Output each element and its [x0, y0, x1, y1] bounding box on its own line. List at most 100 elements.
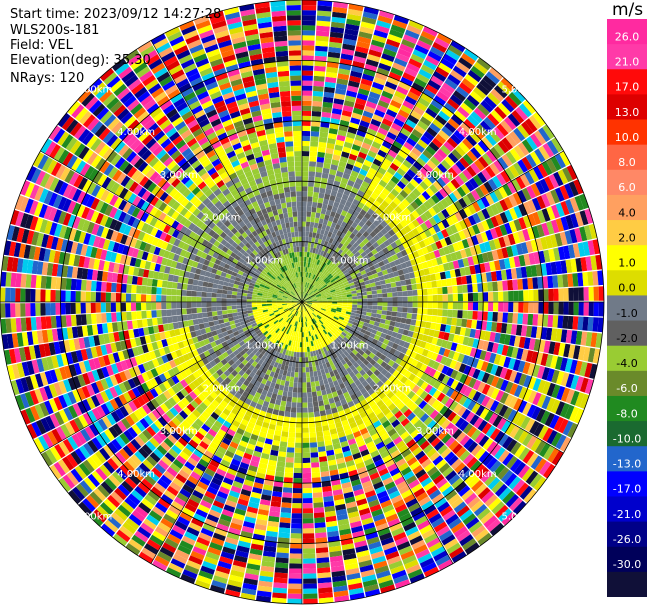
velocity-gate — [512, 500, 527, 515]
velocity-gate — [400, 104, 412, 115]
velocity-gate — [440, 159, 452, 170]
velocity-gate — [313, 275, 317, 281]
velocity-gate — [385, 81, 398, 91]
velocity-gate — [345, 230, 352, 237]
velocity-gate — [508, 358, 516, 370]
velocity-gate — [415, 450, 426, 461]
velocity-gate — [427, 302, 433, 309]
velocity-gate — [455, 250, 463, 260]
velocity-gate — [346, 18, 361, 26]
velocity-gate — [582, 316, 589, 331]
velocity-gate — [534, 458, 547, 473]
velocity-gate — [325, 291, 331, 295]
velocity-gate — [303, 292, 307, 298]
velocity-gate — [509, 383, 519, 396]
velocity-gate — [354, 161, 363, 169]
velocity-gate — [313, 310, 319, 315]
velocity-gate — [302, 35, 315, 41]
velocity-gate — [325, 76, 337, 84]
velocity-gate — [279, 522, 291, 529]
velocity-gate — [471, 525, 486, 538]
velocity-gate — [352, 228, 359, 236]
velocity-gate — [421, 348, 429, 357]
velocity-gate — [492, 126, 505, 140]
velocity-gate — [319, 456, 328, 463]
velocity-gate — [360, 270, 367, 276]
velocity-gate — [512, 232, 521, 244]
velocity-gate — [315, 293, 321, 297]
velocity-gate — [463, 217, 472, 228]
velocity-gate — [438, 188, 449, 198]
velocity-gate — [454, 481, 467, 493]
velocity-gate — [352, 60, 365, 69]
velocity-gate — [290, 407, 297, 413]
velocity-gate — [304, 282, 307, 288]
velocity-gate — [395, 53, 410, 63]
velocity-gate — [432, 302, 438, 309]
velocity-gate — [513, 302, 519, 313]
velocity-gate — [459, 450, 471, 462]
velocity-gate — [455, 417, 465, 428]
velocity-gate — [529, 420, 540, 435]
velocity-gate — [299, 357, 302, 363]
velocity-gate — [421, 282, 428, 289]
velocity-gate — [287, 437, 295, 443]
velocity-gate — [572, 316, 579, 330]
velocity-gate — [314, 375, 319, 382]
velocity-gate — [377, 365, 385, 373]
velocity-gate — [438, 129, 450, 141]
velocity-gate — [315, 212, 321, 219]
velocity-gate — [507, 279, 514, 291]
velocity-gate — [375, 131, 386, 141]
velocity-gate — [422, 112, 435, 123]
velocity-gate — [541, 367, 550, 381]
velocity-gate — [395, 154, 405, 164]
velocity-gate — [307, 246, 311, 253]
velocity-gate — [437, 309, 443, 317]
velocity-gate — [344, 255, 351, 262]
velocity-gate — [425, 274, 432, 282]
velocity-gate — [303, 287, 305, 293]
velocity-gate — [481, 168, 492, 181]
velocity-gate — [378, 391, 387, 400]
velocity-gate — [327, 325, 332, 331]
velocity-gate — [551, 384, 561, 399]
velocity-gate — [452, 189, 462, 200]
velocity-gate — [306, 299, 312, 302]
velocity-gate — [518, 447, 530, 461]
velocity-gate — [352, 198, 360, 206]
velocity-gate — [368, 380, 377, 388]
velocity-gate — [436, 148, 448, 159]
velocity-gate — [371, 259, 379, 266]
velocity-gate — [500, 420, 512, 433]
velocity-gate — [316, 304, 322, 307]
velocity-gate — [406, 438, 416, 449]
velocity-gate — [307, 191, 314, 197]
velocity-gate — [359, 340, 366, 347]
velocity-gate — [325, 309, 331, 313]
velocity-gate — [454, 326, 462, 335]
velocity-gate — [550, 219, 560, 234]
velocity-gate — [317, 299, 323, 302]
velocity-gate — [446, 317, 453, 325]
velocity-gate — [497, 102, 511, 116]
velocity-gate — [416, 157, 426, 167]
velocity-gate — [309, 291, 314, 296]
velocity-gate — [370, 282, 376, 288]
velocity-gate — [413, 326, 421, 333]
velocity-gate — [369, 366, 377, 373]
velocity-gate — [424, 210, 433, 220]
velocity-gate — [387, 359, 395, 367]
velocity-gate — [372, 175, 381, 184]
velocity-gate — [290, 412, 297, 418]
velocity-gate — [493, 463, 506, 477]
velocity-gate — [329, 314, 335, 318]
velocity-gate — [463, 438, 475, 450]
velocity-gate — [523, 337, 531, 350]
velocity-gate — [386, 204, 395, 213]
velocity-gate — [314, 50, 328, 57]
velocity-gate — [374, 109, 386, 118]
velocity-gate — [313, 281, 318, 287]
velocity-gate — [358, 220, 365, 228]
velocity-gate — [443, 332, 450, 341]
